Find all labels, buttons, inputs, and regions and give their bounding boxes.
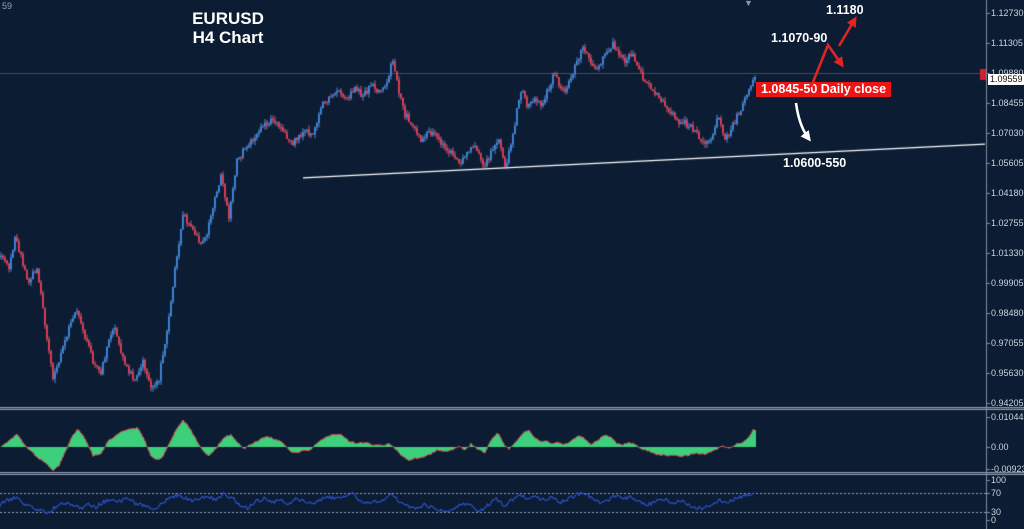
timeframe-title: H4 Chart bbox=[192, 28, 264, 47]
symbol-title: EURUSD bbox=[192, 9, 264, 28]
axis-label: 1.05605 bbox=[991, 158, 1024, 168]
axis-label: 1.12730 bbox=[991, 8, 1024, 18]
axis-label: 0.99905 bbox=[991, 278, 1024, 288]
axis-leftover-text: 59 bbox=[2, 1, 13, 11]
chevron-down-icon[interactable]: ▼ bbox=[744, 0, 753, 8]
annotation-daily-close-badge[interactable]: 1.0845-50 Daily close bbox=[756, 82, 892, 97]
axis-label: 0.98480 bbox=[991, 308, 1024, 318]
axis-label: 0 bbox=[991, 515, 997, 525]
axis-label: 30 bbox=[991, 507, 1002, 517]
axis-label: 0.00 bbox=[991, 442, 1009, 452]
axis-label: 0.95630 bbox=[991, 368, 1024, 378]
axis-label: 70 bbox=[991, 488, 1002, 498]
axis-label: -0.009236 bbox=[991, 464, 1024, 474]
axis-label: 0.94205 bbox=[991, 398, 1024, 408]
axis-label: 1.02755 bbox=[991, 218, 1024, 228]
axis-label: 100 bbox=[991, 475, 1007, 485]
annotation-target-price[interactable]: 1.1180 bbox=[826, 3, 864, 17]
axis-label: 0.010442 bbox=[991, 412, 1024, 422]
panel-separator[interactable] bbox=[0, 471, 1024, 477]
annotation-resistance-zone[interactable]: 1.1070-90 bbox=[771, 31, 828, 45]
axis-label: 1.04180 bbox=[991, 188, 1024, 198]
axis-label: 1.08455 bbox=[991, 98, 1024, 108]
axis-label: 1.07030 bbox=[991, 128, 1024, 138]
current-price-tag: 1.09559 bbox=[988, 74, 1024, 85]
panel-separator[interactable] bbox=[0, 406, 1024, 412]
axis-label: 0.97055 bbox=[991, 338, 1024, 348]
axis-label: 1.09880 bbox=[991, 68, 1024, 78]
annotation-support-zone[interactable]: 1.0600-550 bbox=[783, 156, 847, 170]
chart-title: EURUSD H4 Chart bbox=[148, 9, 308, 47]
axis-label: 1.11305 bbox=[991, 38, 1023, 48]
axis-label: 1.01330 bbox=[991, 248, 1024, 258]
